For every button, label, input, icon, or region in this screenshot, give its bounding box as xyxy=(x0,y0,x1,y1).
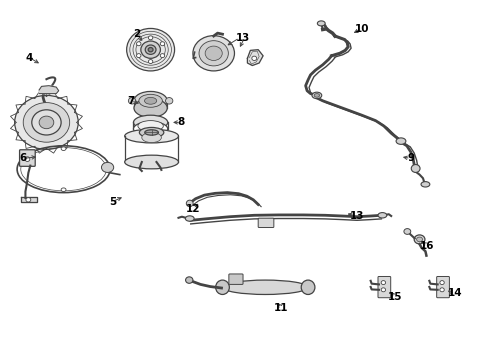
Ellipse shape xyxy=(413,235,424,244)
Ellipse shape xyxy=(381,288,385,292)
Ellipse shape xyxy=(138,121,163,131)
Ellipse shape xyxy=(26,198,31,202)
Text: 3: 3 xyxy=(241,33,247,43)
Polygon shape xyxy=(247,50,263,66)
Text: 15: 15 xyxy=(387,292,402,302)
Ellipse shape xyxy=(222,280,307,294)
Ellipse shape xyxy=(420,181,429,187)
Ellipse shape xyxy=(102,162,113,172)
Ellipse shape xyxy=(165,98,173,104)
Ellipse shape xyxy=(141,41,160,58)
Ellipse shape xyxy=(61,147,66,150)
Text: 2: 2 xyxy=(133,29,140,39)
Ellipse shape xyxy=(416,237,422,242)
Ellipse shape xyxy=(25,157,30,161)
Text: 12: 12 xyxy=(185,204,200,214)
Ellipse shape xyxy=(142,132,161,143)
Ellipse shape xyxy=(124,155,178,169)
FancyBboxPatch shape xyxy=(258,218,273,228)
Ellipse shape xyxy=(23,103,70,142)
Text: 16: 16 xyxy=(419,240,434,251)
Ellipse shape xyxy=(377,212,386,218)
Ellipse shape xyxy=(185,277,192,283)
Ellipse shape xyxy=(128,98,136,104)
Text: 5: 5 xyxy=(109,197,116,207)
Ellipse shape xyxy=(145,45,156,54)
Ellipse shape xyxy=(39,116,54,129)
Text: 10: 10 xyxy=(354,24,368,34)
FancyBboxPatch shape xyxy=(20,150,35,166)
Ellipse shape xyxy=(381,281,385,284)
Text: 1: 1 xyxy=(236,33,243,43)
Ellipse shape xyxy=(439,281,443,284)
Ellipse shape xyxy=(139,94,162,107)
Ellipse shape xyxy=(192,36,234,71)
Text: 6: 6 xyxy=(20,153,27,163)
Ellipse shape xyxy=(144,97,156,104)
Ellipse shape xyxy=(136,54,141,58)
Ellipse shape xyxy=(133,115,167,130)
Ellipse shape xyxy=(251,56,256,60)
Ellipse shape xyxy=(311,92,321,99)
Ellipse shape xyxy=(160,42,164,46)
Text: 9: 9 xyxy=(407,153,413,163)
Ellipse shape xyxy=(439,288,443,292)
Ellipse shape xyxy=(301,280,314,294)
Ellipse shape xyxy=(61,188,66,192)
FancyBboxPatch shape xyxy=(377,276,390,298)
Text: 8: 8 xyxy=(177,117,184,127)
Text: 14: 14 xyxy=(447,288,461,298)
Ellipse shape xyxy=(410,165,419,172)
Polygon shape xyxy=(39,86,59,94)
Ellipse shape xyxy=(199,41,228,66)
Ellipse shape xyxy=(313,94,319,97)
Ellipse shape xyxy=(148,59,152,63)
Ellipse shape xyxy=(136,42,141,46)
Ellipse shape xyxy=(124,129,178,143)
Ellipse shape xyxy=(148,36,152,40)
FancyBboxPatch shape xyxy=(436,276,448,298)
Text: 11: 11 xyxy=(273,303,288,313)
FancyBboxPatch shape xyxy=(228,274,243,284)
Ellipse shape xyxy=(134,91,167,110)
Polygon shape xyxy=(20,197,37,202)
Ellipse shape xyxy=(133,122,167,136)
Ellipse shape xyxy=(126,28,174,71)
Ellipse shape xyxy=(317,21,325,26)
Ellipse shape xyxy=(144,130,158,135)
Ellipse shape xyxy=(185,216,194,221)
Ellipse shape xyxy=(160,54,164,58)
Ellipse shape xyxy=(139,127,163,138)
Text: 13: 13 xyxy=(349,211,364,221)
Text: 4: 4 xyxy=(25,53,33,63)
Ellipse shape xyxy=(205,46,222,60)
Text: 7: 7 xyxy=(127,96,135,106)
Ellipse shape xyxy=(134,99,167,117)
Ellipse shape xyxy=(215,280,229,294)
Ellipse shape xyxy=(186,200,193,207)
Ellipse shape xyxy=(32,110,61,135)
Ellipse shape xyxy=(395,138,405,144)
Ellipse shape xyxy=(148,48,153,52)
Ellipse shape xyxy=(15,95,78,149)
Ellipse shape xyxy=(403,229,410,234)
